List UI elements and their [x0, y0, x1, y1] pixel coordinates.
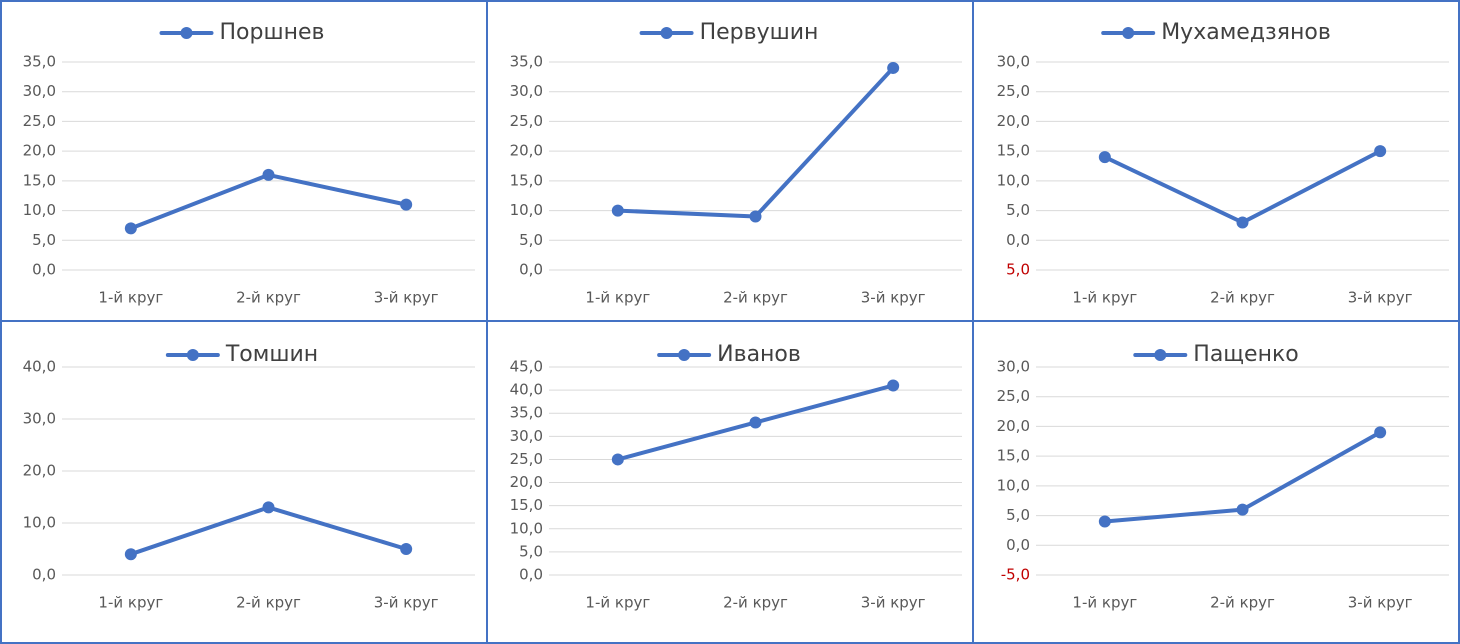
- y-tick-label: 20,0: [997, 112, 1030, 130]
- data-point: [887, 379, 900, 392]
- legend-marker: [678, 349, 691, 361]
- x-tick-label: 3-й круг: [861, 594, 926, 612]
- legend-label: Поршнев: [220, 20, 325, 45]
- y-tick-label: 15,0: [997, 447, 1030, 465]
- y-tick-label: 40,0: [23, 358, 56, 376]
- y-tick-label: 30,0: [510, 82, 543, 100]
- legend-marker: [1122, 27, 1135, 39]
- y-tick-label: 25,0: [23, 112, 56, 130]
- data-point: [124, 222, 137, 235]
- data-point: [400, 543, 413, 555]
- data-point: [887, 61, 900, 74]
- y-tick-label: 5,0: [1006, 261, 1030, 279]
- legend-marker: [1154, 349, 1167, 361]
- y-tick-label: 15,0: [510, 171, 543, 189]
- data-point: [1374, 426, 1387, 439]
- y-tick-label: 10,0: [997, 171, 1030, 189]
- y-tick-label: 15,0: [997, 142, 1030, 160]
- y-tick-label: 40,0: [510, 381, 543, 399]
- x-tick-label: 1-й круг: [1072, 594, 1137, 612]
- data-point: [1098, 515, 1111, 528]
- y-tick-label: 35,0: [510, 404, 543, 422]
- data-point: [749, 416, 762, 429]
- y-tick-label: 20,0: [23, 462, 56, 480]
- x-tick-label: 2-й круг: [236, 289, 301, 307]
- y-tick-label: 0,0: [32, 261, 56, 279]
- x-tick-label: 2-й круг: [236, 594, 301, 612]
- x-tick-label: 3-й круг: [374, 594, 439, 612]
- data-point: [124, 548, 137, 561]
- y-tick-label: 30,0: [997, 358, 1030, 376]
- data-point: [1236, 216, 1249, 229]
- x-tick-label: 3-й круг: [1348, 289, 1413, 307]
- y-tick-label: 10,0: [997, 476, 1030, 494]
- y-tick-label: 25,0: [997, 387, 1030, 405]
- data-point: [611, 453, 624, 466]
- legend-marker: [186, 349, 199, 361]
- x-tick-label: 3-й круг: [374, 289, 439, 307]
- y-tick-label: 30,0: [23, 410, 56, 428]
- y-tick-label: 35,0: [510, 53, 543, 71]
- y-tick-label: 45,0: [510, 358, 543, 376]
- y-tick-label: 30,0: [510, 427, 543, 445]
- y-tick-label: 15,0: [510, 496, 543, 514]
- y-tick-label: 5,0: [1006, 506, 1030, 524]
- x-tick-label: 1-й круг: [585, 289, 650, 307]
- legend-label: Пащенко: [1193, 342, 1298, 367]
- y-tick-label: 30,0: [23, 82, 56, 100]
- x-tick-label: 2-й круг: [1210, 289, 1275, 307]
- y-tick-label: 25,0: [997, 82, 1030, 100]
- data-point: [1098, 151, 1111, 164]
- data-point: [611, 204, 624, 217]
- data-point: [749, 210, 762, 223]
- x-tick-label: 1-й круг: [1072, 289, 1137, 307]
- y-tick-label: 10,0: [510, 201, 543, 219]
- data-point: [1374, 145, 1387, 158]
- y-tick-label: 25,0: [510, 112, 543, 130]
- x-tick-label: 3-й круг: [1348, 594, 1413, 612]
- x-tick-label: 2-й круг: [1210, 594, 1275, 612]
- y-tick-label: 10,0: [23, 201, 56, 219]
- y-tick-label: 0,0: [1006, 536, 1030, 554]
- y-tick-label: 5,0: [32, 231, 56, 249]
- legend-marker: [180, 27, 193, 39]
- x-tick-label: 3-й круг: [861, 289, 926, 307]
- y-tick-label: 30,0: [997, 53, 1030, 71]
- data-point: [262, 168, 275, 181]
- x-tick-label: 1-й круг: [585, 594, 650, 612]
- y-tick-label: 0,0: [1006, 231, 1030, 249]
- legend-marker: [660, 27, 673, 39]
- y-tick-label: 5,0: [1006, 201, 1030, 219]
- data-point: [1236, 503, 1249, 516]
- y-tick-label: 20,0: [23, 142, 56, 160]
- y-tick-label: 20,0: [510, 473, 543, 491]
- y-tick-label: 20,0: [997, 417, 1030, 435]
- y-tick-label: 10,0: [510, 519, 543, 537]
- x-tick-label: 1-й круг: [98, 289, 163, 307]
- y-tick-label: -5,0: [1001, 566, 1030, 584]
- y-tick-label: 0,0: [32, 566, 56, 584]
- y-tick-label: 35,0: [23, 53, 56, 71]
- legend-label: Первушин: [700, 20, 819, 45]
- y-tick-label: 20,0: [510, 142, 543, 160]
- data-point: [262, 501, 275, 514]
- y-tick-label: 10,0: [23, 514, 56, 532]
- y-tick-label: 15,0: [23, 171, 56, 189]
- y-tick-label: 0,0: [519, 566, 543, 584]
- y-tick-label: 5,0: [519, 231, 543, 249]
- charts: 0,0 5,0 10,0 15,0 20,0 25,0 30,0 35,0 1-й круг 2-…: [23, 20, 1449, 612]
- data-point: [400, 198, 413, 211]
- x-tick-label: 2-й круг: [723, 289, 788, 307]
- y-tick-label: 0,0: [519, 261, 543, 279]
- x-tick-label: 2-й круг: [723, 594, 788, 612]
- legend-label: Иванов: [717, 342, 801, 367]
- y-tick-label: 5,0: [519, 542, 543, 560]
- legend-label: Томшин: [225, 342, 318, 367]
- x-tick-label: 1-й круг: [98, 594, 163, 612]
- y-tick-label: 25,0: [510, 450, 543, 468]
- legend-label: Мухамедзянов: [1161, 20, 1331, 45]
